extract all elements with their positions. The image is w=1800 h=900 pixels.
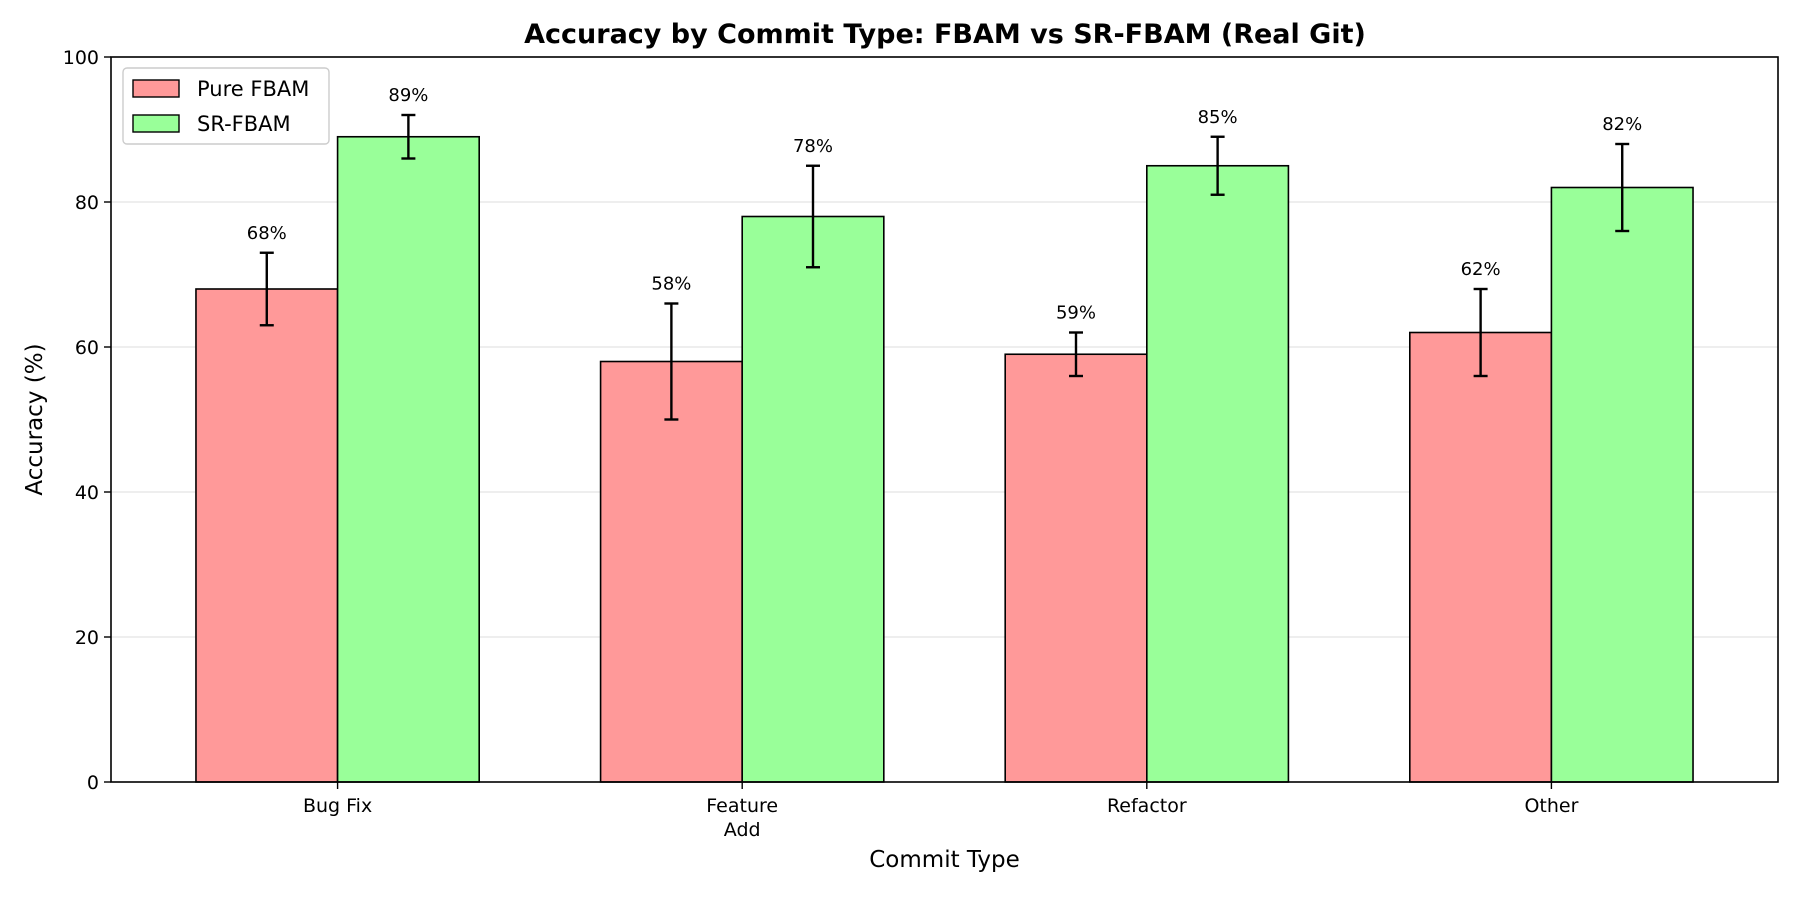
data-label: 82% — [1602, 114, 1642, 135]
x-tick-label: Bug Fix — [303, 795, 372, 817]
legend: Pure FBAM SR-FBAM — [122, 67, 330, 145]
bar — [1004, 353, 1148, 783]
bars — [195, 135, 1694, 783]
y-tick-label: 100 — [63, 47, 99, 69]
data-label: 89% — [388, 85, 428, 106]
data-labels: 68% 58% 59% 62% 89% 78% 85% 82% — [247, 85, 1642, 324]
y-tick-label: 40 — [75, 482, 99, 504]
bar — [1146, 164, 1290, 783]
data-label: 85% — [1198, 107, 1238, 128]
x-tick-label: Feature — [706, 795, 778, 817]
x-tick-label: Other — [1524, 795, 1578, 817]
data-label: 78% — [793, 136, 833, 157]
bar — [599, 360, 743, 783]
bar — [1409, 331, 1553, 783]
bar — [336, 135, 480, 783]
plot-frame — [110, 56, 1779, 783]
bar — [1550, 186, 1694, 783]
y-axis-title: Accuracy (%) — [22, 343, 48, 495]
x-tick-label: Add — [724, 819, 761, 841]
data-label: 58% — [651, 274, 691, 295]
chart-title: Accuracy by Commit Type: FBAM vs SR-FBAM… — [524, 19, 1366, 50]
y-axis: 0 20 40 60 80 100 — [63, 47, 111, 794]
y-tick-label: 80 — [75, 192, 99, 214]
data-label: 59% — [1056, 303, 1096, 324]
y-tick-label: 20 — [75, 627, 99, 649]
x-tick-label: Refactor — [1107, 795, 1187, 817]
bar — [741, 215, 885, 783]
data-label: 62% — [1461, 259, 1501, 280]
x-axis-title: Commit Type — [869, 847, 1020, 873]
bar — [195, 288, 339, 783]
data-label: 68% — [247, 223, 287, 244]
y-tick-label: 0 — [87, 772, 99, 794]
error-bars — [259, 113, 1630, 421]
legend-label: Pure FBAM — [197, 77, 309, 101]
legend-swatch — [132, 114, 180, 133]
legend-swatch — [132, 79, 180, 98]
y-tick-label: 60 — [75, 337, 99, 359]
legend-label: SR-FBAM — [197, 112, 291, 136]
